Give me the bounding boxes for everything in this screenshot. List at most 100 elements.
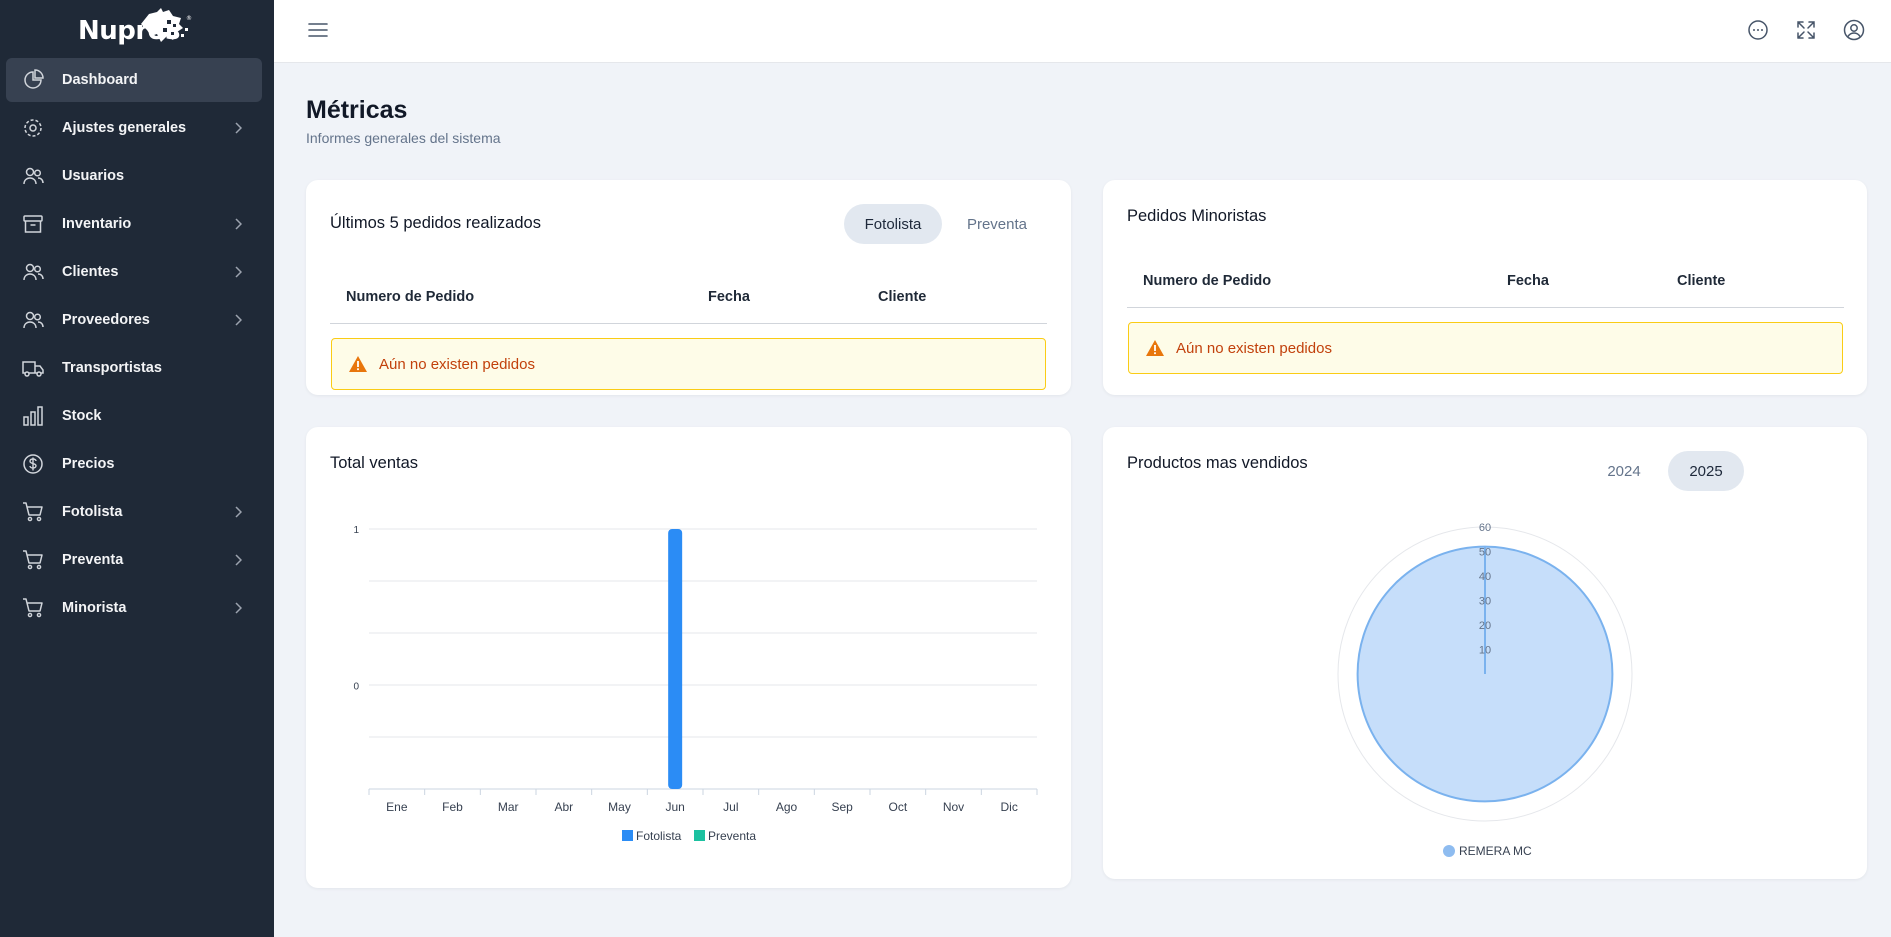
x-tick-label: Ago [776,800,798,814]
latest-orders-card: Últimos 5 pedidos realizados Fotolista P… [306,180,1071,395]
chevron-right-icon [235,122,242,134]
card-title: Pedidos Minoristas [1127,207,1267,225]
dollar-circle-icon [23,454,43,474]
r-tick-label: 40 [1479,571,1491,583]
sidebar-item-label: Fotolista [62,504,123,520]
top-products-card: Productos mas vendidos 2024 2025 10 20 30 4… [1103,427,1867,879]
sidebar-item-transportistas[interactable]: Transportistas [6,346,262,390]
sidebar-item-stock[interactable]: Stock [6,394,262,438]
sidebar-item-precios[interactable]: Precios [6,442,262,486]
empty-retail-alert: Aún no existen pedidos [1128,322,1843,374]
chevron-right-icon [235,314,242,326]
legend-swatch [622,830,633,841]
sidebar-item-label: Clientes [62,264,119,280]
r-tick-label: 10 [1479,645,1491,657]
tab-fotolista[interactable]: Fotolista [844,204,942,244]
column-header[interactable]: Fecha [708,289,750,305]
chevron-right-icon [235,218,242,230]
card-title: Últimos 5 pedidos realizados [330,214,541,232]
truck-icon [22,361,44,377]
legend-swatch [694,830,705,841]
radial-gridline [1337,526,1633,822]
r-tick-label: 60 [1479,522,1491,534]
top-bar [274,0,1891,63]
empty-orders-alert: Aún no existen pedidos [331,338,1046,390]
x-tick-label: Abr [554,800,573,814]
sidebar-item-label: Minorista [62,600,127,616]
shopping-cart-icon [23,598,43,618]
card-title: Total ventas [330,454,419,472]
chevron-right-icon [235,506,242,518]
users-icon [23,311,44,329]
sidebar-item-label: Precios [62,456,115,472]
sidebar-item-label: Ajustes generales [62,120,187,136]
sidebar-item-clientes[interactable]: Clientes [6,250,262,294]
svg-text:®: ® [186,15,192,22]
x-tick-label: Jun [665,800,684,814]
sidebar-item-label: Usuarios [62,168,125,184]
legend-label: REMERA MC [1459,844,1532,858]
user-circle-icon[interactable] [1843,19,1865,41]
chat-icon[interactable] [1747,19,1769,41]
users-icon [23,263,44,281]
x-tick-label: Ene [386,800,408,814]
archive-box-icon [23,215,43,233]
year-2024-button[interactable]: 2024 [1607,462,1641,480]
y-tick-label: 0 [353,682,359,693]
column-header[interactable]: Cliente [1677,273,1726,289]
bar-chart-icon [23,406,43,426]
retail-orders-card: Pedidos Minoristas Numero de Pedido Fech… [1103,180,1867,395]
sidebar-item-proveedores[interactable]: Proveedores [6,298,262,342]
sidebar-item-label: Preventa [62,552,124,568]
sidebar-item-dashboard[interactable]: Dashboard [6,58,262,102]
sidebar-item-preventa[interactable]: Preventa [6,538,262,582]
warning-icon [349,356,367,372]
page-title: Métricas [306,96,408,124]
x-tick-label: Jul [723,800,738,814]
tab-preventa[interactable]: Preventa [966,215,1028,233]
x-tick-label: Dic [1000,800,1017,814]
column-header[interactable]: Numero de Pedido [346,289,475,305]
gear-icon [24,119,42,137]
sidebar-item-fotolista[interactable]: Fotolista [6,490,262,534]
sidebar-item-ajustes-generales[interactable]: Ajustes generales [6,106,262,150]
sidebar-item-label: Transportistas [62,360,162,376]
sales-bar-chart: 1 0 Ene Feb Mar Abr May Jun Jul Ago Sep Oct Nov Dic Fo… [353,525,1038,843]
chevron-right-icon [235,266,242,278]
sidebar: Nupros ® Dashboard Ajustes generales Usuar… [0,0,274,937]
column-header[interactable]: Numero de Pedido [1143,273,1272,289]
bull-logo-icon: ® [141,8,192,42]
column-header[interactable]: Fecha [1507,273,1549,289]
x-tick-label: Mar [498,800,519,814]
table-header: Numero de Pedido Fecha Cliente [1127,256,1844,308]
r-tick-label: 50 [1479,547,1491,559]
fullscreen-icon[interactable] [1795,19,1817,41]
chevron-right-icon [235,602,242,614]
year-2025-button[interactable]: 2025 [1668,451,1744,491]
legend-label: Preventa [708,829,756,843]
legend-label: Fotolista [636,829,682,843]
sidebar-item-inventario[interactable]: Inventario [6,202,262,246]
total-sales-card: Total ventas 1 0 Ene Feb Mar Abr May Jun Jul Ago S… [306,427,1071,888]
alert-message: Aún no existen pedidos [1176,339,1332,357]
sidebar-item-usuarios[interactable]: Usuarios [6,154,262,198]
page-subtitle: Informes generales del sistema [306,130,501,146]
brand-logo[interactable]: Nupros ® [0,0,274,55]
sidebar-item-minorista[interactable]: Minorista [6,586,262,630]
legend-swatch [1443,845,1455,857]
sidebar-item-label: Stock [62,408,102,424]
shopping-cart-icon [23,502,43,522]
column-header[interactable]: Cliente [878,289,927,305]
x-tick-label: Nov [943,800,964,814]
shopping-cart-icon [23,550,43,570]
y-tick-label: 1 [353,525,359,536]
x-tick-label: May [608,800,631,814]
x-tick-label: Sep [831,800,853,814]
pie-chart-icon [24,69,44,89]
users-icon [23,167,44,185]
products-radar-chart: 10 20 30 40 50 60 REMERA MC [1337,522,1633,858]
menu-icon[interactable] [308,22,328,38]
warning-icon [1146,340,1164,356]
card-title: Productos mas vendidos [1127,454,1308,472]
table-header: Numero de Pedido Fecha Cliente [330,272,1047,324]
